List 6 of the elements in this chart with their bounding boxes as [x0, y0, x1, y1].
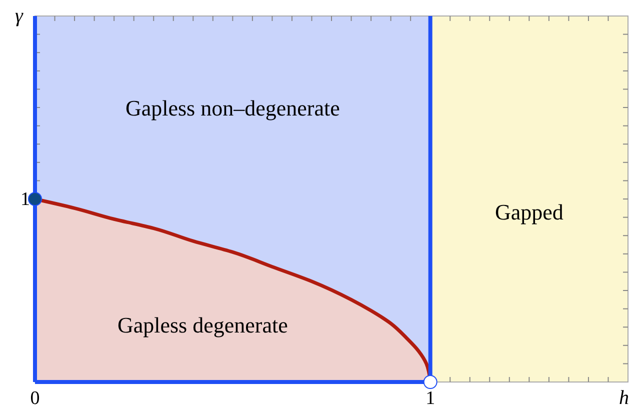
band-label: Gapless non–degenerate	[125, 96, 340, 121]
x-axis-title: h	[619, 387, 629, 409]
y-axis-title: γ	[15, 5, 24, 27]
x-tick-label: 0	[30, 388, 40, 409]
annotation: Gapless degenerate	[117, 312, 288, 338]
band-label: Gapped	[494, 200, 564, 225]
